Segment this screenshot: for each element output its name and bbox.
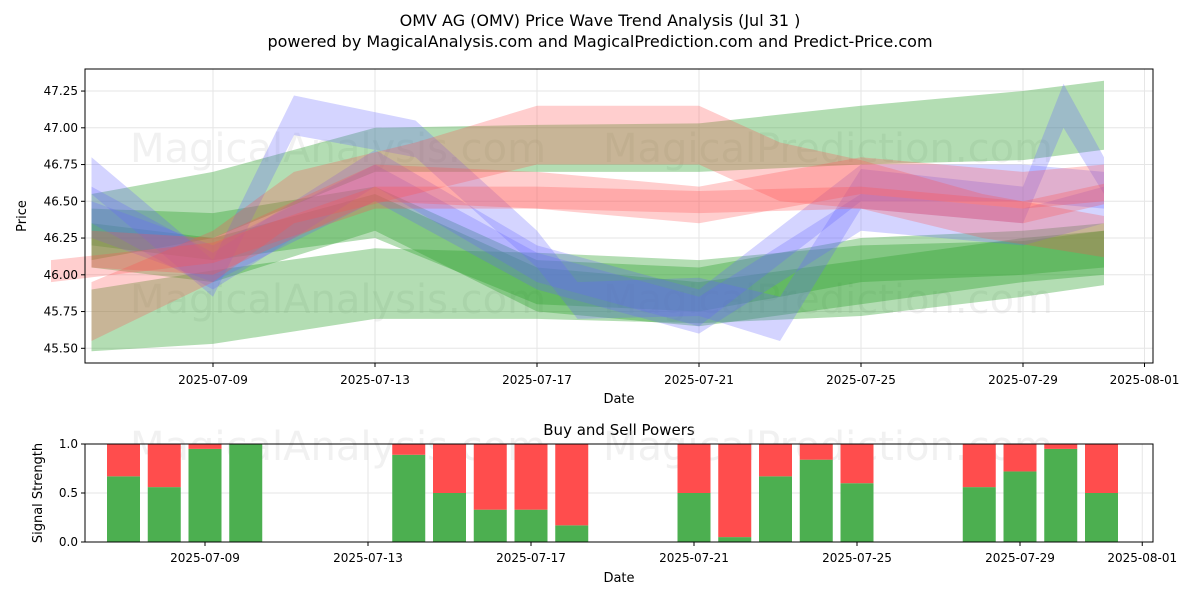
sell-bar xyxy=(677,444,711,493)
price-band-green xyxy=(91,230,1104,352)
power-y-axis-label: Signal Strength xyxy=(31,443,46,543)
price-y-tick-label: 46.75 xyxy=(44,158,78,172)
price-x-tick-label: 2025-08-01 xyxy=(1110,373,1180,387)
sell-bar xyxy=(188,444,222,449)
sell-bar xyxy=(840,444,874,484)
buy-bar xyxy=(1003,471,1037,542)
price-x-tick-label: 2025-07-29 xyxy=(988,373,1058,387)
sell-bar xyxy=(147,444,181,488)
price-y-tick-label: 47.25 xyxy=(44,84,78,98)
price-band-green xyxy=(91,194,1104,327)
power-panel: Buy and Sell Powers MagicalAnalysis.com … xyxy=(31,421,1177,586)
power-x-axis-label: Date xyxy=(603,571,634,586)
power-x-tick-label: 2025-07-13 xyxy=(333,551,403,565)
power-y-tick-label: 0.5 xyxy=(59,486,78,500)
price-y-tick-label: 45.50 xyxy=(44,341,78,355)
price-x-tick-label: 2025-07-09 xyxy=(178,373,248,387)
power-title: Buy and Sell Powers xyxy=(543,421,695,439)
watermark-prediction-1: MagicalPrediction.com xyxy=(603,126,1053,172)
price-band-green xyxy=(91,186,1104,312)
power-x-tick-label: 2025-07-09 xyxy=(170,551,240,565)
sell-bar xyxy=(433,444,466,493)
buy-bar xyxy=(188,448,222,542)
buy-bar xyxy=(1085,493,1118,542)
buy-bar xyxy=(473,509,507,542)
power-x-tick-label: 2025-07-25 xyxy=(822,551,892,565)
power-x-ticks: 2025-07-09 2025-07-13 2025-07-17 2025-07-21… xyxy=(170,542,1177,565)
sell-bar xyxy=(107,444,140,477)
price-band-red xyxy=(91,105,1104,341)
buy-bar xyxy=(392,454,426,542)
chart-title: OMV AG (OMV) Price Wave Trend Analysis (… xyxy=(400,11,801,30)
power-y-ticks: 0.0 0.5 1.0 xyxy=(59,437,85,549)
power-bars xyxy=(107,444,1118,542)
price-y-tick-label: 46.25 xyxy=(44,231,78,245)
power-x-tick-label: 2025-08-01 xyxy=(1107,551,1177,565)
buy-bar xyxy=(759,476,792,542)
price-band-blue xyxy=(91,149,1104,327)
price-band-red xyxy=(51,183,1104,283)
sell-bar xyxy=(718,444,752,538)
buy-bar xyxy=(962,487,996,542)
buy-bar xyxy=(799,459,833,542)
watermark-analysis-1: MagicalAnalysis.com xyxy=(130,126,546,172)
sell-bar xyxy=(555,444,589,526)
sell-bar xyxy=(1003,444,1037,472)
buy-bar xyxy=(718,537,752,542)
watermark-prediction-2: MagicalPrediction.com xyxy=(603,277,1053,323)
sell-bar xyxy=(1085,444,1118,493)
price-plot-frame xyxy=(84,68,1154,364)
buy-bar xyxy=(147,487,181,542)
price-x-tick-label: 2025-07-17 xyxy=(502,373,572,387)
sell-bar xyxy=(473,444,507,510)
buy-bar xyxy=(1044,448,1078,542)
power-y-tick-label: 0.0 xyxy=(59,535,78,549)
price-band-green xyxy=(91,80,1104,261)
watermark-analysis-2: MagicalAnalysis.com xyxy=(130,277,546,323)
price-band-blue xyxy=(91,83,1104,341)
sell-bar xyxy=(1044,444,1078,449)
sell-bar xyxy=(514,444,548,510)
price-plot-area xyxy=(85,69,1153,363)
price-x-ticks: 2025-07-09 2025-07-13 2025-07-17 2025-07-21… xyxy=(178,363,1179,387)
price-band-blue xyxy=(91,164,1104,334)
price-band-red xyxy=(91,157,1104,275)
buy-bar xyxy=(229,444,263,542)
buy-bar xyxy=(677,493,711,542)
price-y-tick-label: 47.00 xyxy=(44,121,78,135)
price-x-tick-label: 2025-07-21 xyxy=(664,373,734,387)
price-y-axis-label: Price xyxy=(15,200,30,232)
price-grid xyxy=(85,69,1153,363)
price-panel: MagicalAnalysis.com MagicalPrediction.co… xyxy=(15,68,1179,407)
buy-bar xyxy=(555,525,589,542)
sell-bar xyxy=(962,444,996,488)
price-x-tick-label: 2025-07-25 xyxy=(826,373,896,387)
buy-bar xyxy=(433,493,466,542)
price-x-tick-label: 2025-07-13 xyxy=(340,373,410,387)
buy-bar xyxy=(840,483,874,542)
chart-subtitle: powered by MagicalAnalysis.com and Magic… xyxy=(267,32,932,51)
power-x-tick-label: 2025-07-17 xyxy=(496,551,566,565)
price-y-tick-label: 46.50 xyxy=(44,194,78,208)
buy-bar xyxy=(514,509,548,542)
price-y-tick-label: 46.00 xyxy=(44,268,78,282)
price-y-tick-label: 45.75 xyxy=(44,305,78,319)
power-x-tick-label: 2025-07-21 xyxy=(659,551,729,565)
sell-bar xyxy=(759,444,792,477)
power-x-tick-label: 2025-07-29 xyxy=(985,551,1055,565)
price-x-axis-label: Date xyxy=(603,392,634,407)
price-y-ticks: 45.50 45.75 46.00 46.25 46.50 46.75 47.00 47.25 xyxy=(44,84,85,355)
sell-bar xyxy=(799,444,833,460)
buy-bar xyxy=(107,476,140,542)
price-bands xyxy=(51,80,1104,352)
power-y-tick-label: 1.0 xyxy=(59,437,78,451)
price-watermarks: MagicalAnalysis.com MagicalPrediction.co… xyxy=(130,126,1053,323)
sell-bar xyxy=(392,444,426,455)
